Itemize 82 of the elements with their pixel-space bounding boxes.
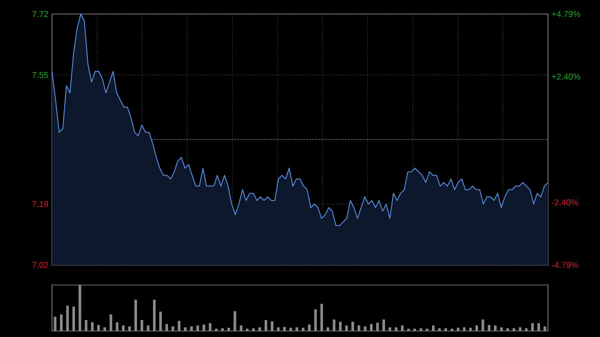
bar — [78, 285, 82, 331]
bar — [463, 327, 466, 331]
bar — [258, 327, 261, 331]
bar — [432, 325, 435, 331]
y2-tick-label: -2.40% — [552, 199, 578, 206]
bar — [184, 327, 187, 331]
bar — [420, 328, 422, 331]
bar — [140, 320, 144, 331]
bar — [178, 320, 180, 331]
bar — [351, 322, 354, 331]
bar — [54, 316, 56, 331]
bar — [308, 324, 311, 331]
bar — [240, 325, 242, 331]
bar — [320, 304, 323, 331]
bar — [270, 321, 274, 331]
bar — [196, 325, 199, 331]
bar — [208, 323, 212, 331]
bar — [116, 322, 118, 331]
bar — [289, 328, 292, 331]
bar — [128, 326, 131, 331]
bar — [134, 300, 137, 331]
y-tick-label: 7.19 — [32, 201, 48, 208]
bar — [153, 300, 156, 331]
bar — [103, 327, 106, 331]
y2-tick-label: -4.79% — [552, 262, 578, 268]
bar — [97, 325, 100, 331]
bar — [110, 314, 112, 331]
bar — [172, 326, 174, 331]
bar — [382, 320, 385, 331]
bar — [488, 325, 490, 331]
bar — [500, 327, 503, 331]
bar — [438, 328, 441, 331]
bar — [91, 322, 94, 331]
bar — [122, 325, 125, 331]
bar — [165, 324, 168, 331]
bar — [227, 328, 230, 331]
bar — [146, 325, 150, 331]
y2-tick-label: +2.40% — [552, 74, 580, 80]
bar — [60, 314, 63, 331]
bar — [277, 327, 280, 331]
bar — [482, 320, 484, 331]
bar — [494, 325, 497, 331]
y-tick-label: 7.55 — [32, 72, 48, 78]
bar — [234, 311, 236, 331]
bar — [221, 328, 224, 331]
bar — [358, 325, 360, 331]
bar — [475, 325, 478, 331]
bar — [345, 325, 348, 331]
bar — [512, 328, 516, 331]
y2-tick-label: +4.79% — [552, 11, 580, 17]
bar — [202, 324, 206, 331]
bar — [394, 327, 398, 331]
bar — [469, 328, 472, 331]
bar — [401, 325, 404, 331]
bar — [252, 328, 255, 331]
bar — [364, 326, 366, 331]
bar — [388, 327, 392, 331]
bar — [72, 306, 75, 331]
bar — [444, 328, 447, 331]
bar — [525, 328, 528, 331]
bar — [302, 328, 304, 331]
bar — [159, 312, 162, 331]
bar — [296, 327, 298, 331]
bar — [506, 328, 509, 331]
bar — [518, 327, 522, 331]
bar — [84, 320, 88, 331]
bar — [531, 323, 534, 331]
bar — [264, 320, 268, 331]
bar — [456, 328, 460, 331]
bar — [370, 324, 373, 331]
bar — [283, 326, 286, 331]
bar — [314, 309, 317, 331]
bar — [339, 322, 342, 331]
y-tick-label: 7.02 — [32, 262, 48, 268]
bar — [326, 327, 330, 331]
bar — [190, 326, 193, 331]
bar — [376, 322, 379, 331]
bar — [537, 323, 540, 331]
bar — [544, 326, 546, 331]
y-tick-label: 7.72 — [32, 11, 48, 17]
bar — [332, 320, 336, 331]
bar — [66, 306, 69, 331]
